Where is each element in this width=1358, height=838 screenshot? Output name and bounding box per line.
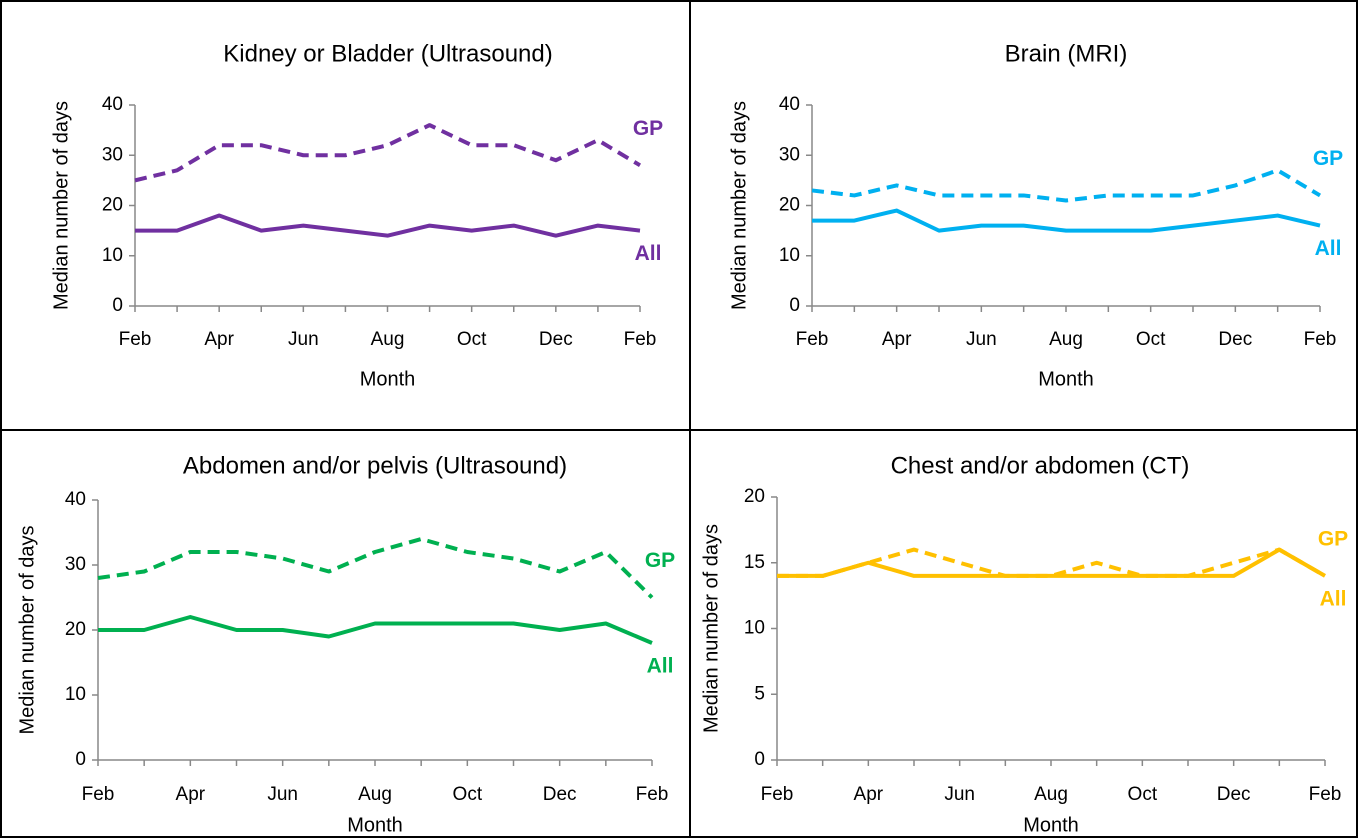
x-tick-label: Jun	[288, 329, 319, 350]
series-line	[98, 615, 653, 645]
y-tick-label: 10	[102, 245, 123, 266]
y-tick-label: 40	[102, 94, 123, 115]
x-tick-label: Feb	[1309, 784, 1342, 805]
x-tick-label: Feb	[119, 329, 152, 350]
x-tick-label: Aug	[1034, 784, 1068, 805]
x-tick-label: Apr	[204, 329, 234, 350]
y-axis-title: Median number of days	[700, 524, 722, 733]
series-label: All	[1315, 237, 1342, 260]
y-axis-title: Median number of days	[50, 101, 72, 310]
y-tick-label: 20	[779, 195, 800, 216]
x-axis-title: Month	[1038, 368, 1094, 390]
x-tick-label: Oct	[1128, 784, 1158, 805]
x-tick-label: Oct	[457, 329, 487, 350]
series-line	[811, 168, 1322, 203]
y-tick-label: 20	[744, 486, 765, 507]
y-tick-label: 30	[102, 144, 123, 165]
chart-title: Kidney or Bladder (Ultrasound)	[223, 40, 553, 67]
x-tick-label: Feb	[796, 329, 829, 350]
series-line	[97, 537, 654, 599]
x-tick-label: Feb	[82, 784, 115, 805]
x-axis-title: Month	[1023, 814, 1079, 836]
y-tick-label: 20	[65, 619, 86, 640]
y-tick-label: 0	[789, 295, 800, 316]
x-tick-label: Apr	[882, 329, 912, 350]
y-tick-label: 0	[754, 749, 765, 770]
chart-title: Chest and/or abdomen (CT)	[891, 452, 1190, 479]
series-line	[135, 213, 641, 238]
y-axis-title: Median number of days	[728, 101, 750, 310]
series-label: GP	[633, 117, 663, 140]
y-tick-label: 0	[112, 295, 123, 316]
series-label: GP	[1313, 147, 1343, 170]
y-tick-label: 5	[754, 683, 765, 704]
x-tick-label: Dec	[539, 329, 573, 350]
x-tick-label: Jun	[944, 784, 975, 805]
x-axis-title: Month	[347, 814, 403, 836]
y-tick-label: 10	[779, 245, 800, 266]
x-tick-label: Apr	[854, 784, 884, 805]
x-tick-label: Oct	[453, 784, 483, 805]
x-tick-label: Dec	[1217, 784, 1251, 805]
x-tick-label: Aug	[358, 784, 392, 805]
chart-title: Brain (MRI)	[1005, 40, 1128, 67]
y-tick-label: 10	[744, 618, 765, 639]
series-line	[134, 123, 642, 183]
x-tick-label: Jun	[966, 329, 997, 350]
y-axis-title: Median number of days	[16, 525, 38, 734]
x-tick-label: Apr	[176, 784, 206, 805]
x-tick-label: Jun	[267, 784, 298, 805]
chart-title: Abdomen and/or pelvis (Ultrasound)	[183, 452, 567, 479]
y-tick-label: 15	[744, 552, 765, 573]
y-tick-label: 30	[779, 144, 800, 165]
series-label: All	[1320, 587, 1347, 610]
series-label: All	[647, 655, 674, 678]
y-tick-label: 40	[779, 94, 800, 115]
x-axis-title: Month	[360, 368, 416, 390]
series-label: All	[635, 242, 662, 265]
x-tick-label: Feb	[624, 329, 657, 350]
x-tick-label: Oct	[1136, 329, 1166, 350]
series-line	[777, 547, 1326, 578]
y-tick-label: 10	[65, 684, 86, 705]
x-tick-label: Dec	[1218, 329, 1252, 350]
series-line	[812, 208, 1321, 233]
y-tick-label: 40	[65, 489, 86, 510]
x-tick-label: Dec	[543, 784, 577, 805]
x-tick-label: Aug	[1049, 329, 1083, 350]
series-label: GP	[1318, 527, 1348, 550]
y-tick-label: 0	[75, 749, 86, 770]
x-tick-label: Aug	[371, 329, 405, 350]
y-tick-label: 20	[102, 195, 123, 216]
x-tick-label: Feb	[636, 784, 669, 805]
x-tick-label: Feb	[1304, 329, 1337, 350]
x-tick-label: Feb	[761, 784, 794, 805]
y-tick-label: 30	[65, 554, 86, 575]
series-label: GP	[645, 549, 675, 572]
